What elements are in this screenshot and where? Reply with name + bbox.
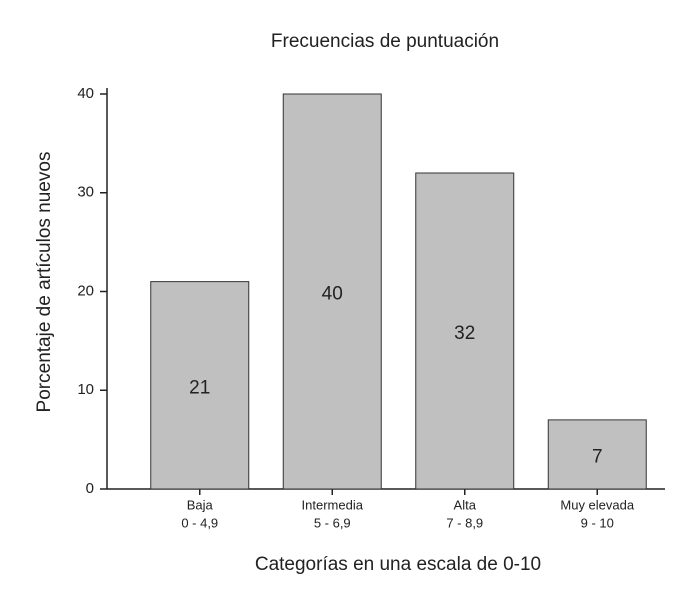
x-tick-range: 5 - 6,9 bbox=[314, 515, 351, 530]
value-label: 21 bbox=[189, 377, 210, 398]
x-tick-label: Baja bbox=[187, 497, 214, 512]
value-label: 40 bbox=[322, 284, 343, 305]
bar bbox=[282, 93, 382, 490]
x-axis-label: Categorías en una escala de 0-10 bbox=[255, 554, 541, 575]
y-tick-label: 20 bbox=[77, 282, 94, 299]
x-tick-label: Alta bbox=[454, 497, 477, 512]
x-tick-label: Muy elevada bbox=[560, 497, 634, 512]
bar bbox=[415, 172, 515, 490]
x-tick-range: 7 - 8,9 bbox=[446, 515, 483, 530]
chart-title: Frecuencias de puntuación bbox=[271, 31, 499, 52]
value-label: 7 bbox=[592, 446, 603, 467]
y-tick-label: 0 bbox=[86, 480, 94, 497]
x-tick-range: 9 - 10 bbox=[581, 515, 614, 530]
y-tick-label: 10 bbox=[77, 381, 94, 398]
bar bbox=[150, 281, 250, 490]
y-tick-label: 30 bbox=[77, 184, 94, 201]
x-tick-label: Intermedia bbox=[302, 497, 364, 512]
y-tick-label: 40 bbox=[77, 85, 94, 102]
bar bbox=[547, 419, 647, 490]
x-tick-range: 0 - 4,9 bbox=[181, 515, 218, 530]
y-axis-label: Porcentaje de artículos nuevos bbox=[34, 152, 55, 413]
value-label: 32 bbox=[454, 323, 475, 344]
